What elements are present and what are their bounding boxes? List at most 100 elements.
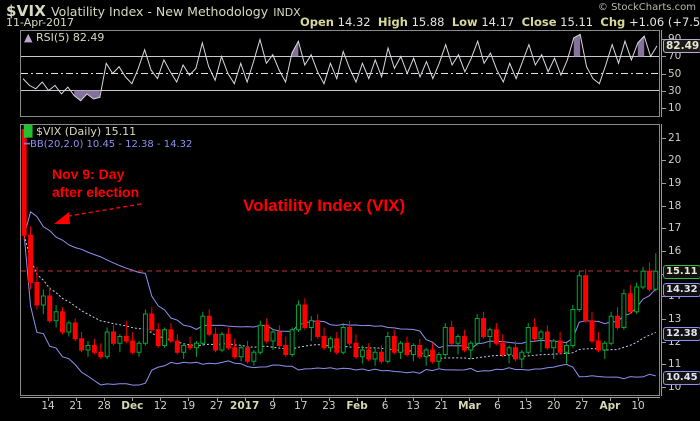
price-legend-main-text: $VIX (Daily) 15.11 <box>35 125 137 138</box>
annotation-election-line2: after election <box>52 184 140 200</box>
x-tick-label: 14 <box>41 400 55 412</box>
x-tick-mark <box>553 397 555 401</box>
rsi-tick-label: 30 <box>668 84 682 97</box>
ticker-name: Volatility Index - New Methodology <box>51 4 269 19</box>
rsi-tick-mark <box>661 56 666 58</box>
rsi-axis: 907050301082.49 <box>661 30 700 117</box>
x-tick-label: 6 <box>494 400 501 412</box>
open-value: 14.32 <box>337 15 371 29</box>
price-tick-label: 13 <box>668 312 682 325</box>
x-tick-mark <box>441 397 443 401</box>
x-tick-mark <box>357 397 359 401</box>
x-tick-label: 19 <box>181 400 196 412</box>
x-tick-mark <box>385 397 387 401</box>
x-tick-label: 17 <box>294 400 308 412</box>
close-value: 15.11 <box>560 15 594 29</box>
chart-date: 11-Apr-2017 <box>6 16 75 29</box>
price-legend-bb-text: BB(20,2.0) 10.45 - 12.38 - 14.32 <box>30 138 193 150</box>
x-tick-mark <box>497 397 499 401</box>
x-axis-line <box>20 397 660 398</box>
price-axis-line <box>661 124 662 396</box>
price-tick-mark <box>661 160 666 162</box>
open-label: Open <box>300 15 334 29</box>
x-tick-label: Mar <box>458 400 481 412</box>
x-tick-mark <box>244 397 246 401</box>
bb-line-icon: ━ <box>24 138 31 150</box>
ticker-line: $VIX Volatility Index - New Methodology … <box>6 1 301 20</box>
price-value-badge: 12.38 <box>663 326 700 341</box>
rsi-legend: ▲ RSI(5) 82.49 <box>24 31 104 44</box>
x-tick-label: 28 <box>97 400 111 412</box>
price-tick-label: 17 <box>668 222 682 235</box>
x-tick-mark <box>104 397 106 401</box>
chg-label: Chg <box>600 15 626 29</box>
price-value-badge: 15.11 <box>663 265 700 280</box>
close-label: Close <box>521 15 557 29</box>
price-tick-label: 20 <box>668 154 682 167</box>
rsi-tick-label: 50 <box>668 67 682 80</box>
x-tick-mark <box>160 397 162 401</box>
price-legend-main: █ $VIX (Daily) 15.11 <box>24 125 192 139</box>
x-tick-mark <box>581 397 583 401</box>
price-tick-mark <box>661 386 666 388</box>
high-value: 15.88 <box>411 15 445 29</box>
x-tick-mark <box>638 397 639 401</box>
x-tick-label: 2017 <box>230 400 260 412</box>
annotation-election-line1: Nov 9: Day <box>52 166 125 182</box>
price-tick-mark <box>661 364 666 366</box>
price-plot <box>21 125 659 386</box>
price-tick-mark <box>661 296 666 298</box>
price-tick-mark <box>661 250 666 252</box>
price-tick-label: 18 <box>668 199 682 212</box>
x-tick-label: 21 <box>69 400 83 412</box>
price-tick-mark <box>661 137 666 139</box>
rsi-indicator-icon: ▲ <box>24 31 33 44</box>
ticker-symbol: $VIX <box>6 2 46 20</box>
price-tick-label: 21 <box>668 131 682 144</box>
high-label: High <box>377 15 408 29</box>
price-value-badge: 10.45 <box>663 370 700 385</box>
quote-bar: Open 14.32 High 15.88 Low 14.17 Close 15… <box>300 15 700 29</box>
x-tick-label: 13 <box>406 400 420 412</box>
rsi-legend-text: RSI(5) 82.49 <box>35 31 105 44</box>
x-tick-mark <box>609 397 611 401</box>
x-tick-mark <box>469 397 471 401</box>
x-tick-label: 27 <box>575 400 589 412</box>
price-tick-label: 16 <box>668 244 682 257</box>
rsi-tick-label: 70 <box>668 50 682 63</box>
x-tick-mark <box>132 397 134 401</box>
x-tick-label: 21 <box>434 400 449 412</box>
x-axis: 14 21 28 Dec 12 19 27 2017 9 17 23 Feb 6 13 21 Mar 6 13 20… <box>20 397 660 417</box>
x-tick-mark <box>413 397 415 401</box>
x-tick-label: Feb <box>346 400 368 412</box>
price-legend-bb: ━BB(20,2.0) 10.45 - 12.38 - 14.32 <box>24 139 192 152</box>
price-legend: █ $VIX (Daily) 15.11 ━BB(20,2.0) 10.45 -… <box>24 125 192 152</box>
rsi-plot <box>21 33 659 102</box>
x-tick-label: 12 <box>153 400 168 412</box>
price-tick-label: 11 <box>668 358 682 371</box>
x-tick-label: Apr <box>599 400 621 412</box>
x-tick-mark <box>216 397 218 401</box>
x-tick-label: 13 <box>518 400 533 412</box>
candlestick-icon: █ <box>24 125 33 138</box>
x-tick-mark <box>328 397 330 401</box>
rsi-tick-mark <box>661 108 666 110</box>
price-value-badge: 14.32 <box>663 283 700 297</box>
price-tick-mark <box>661 228 666 230</box>
x-tick-mark <box>48 397 49 401</box>
x-tick-mark <box>76 397 78 401</box>
price-tick-mark <box>661 341 666 343</box>
price-axis: 21201918171615141312111015.1114.3212.381… <box>661 124 700 396</box>
x-tick-label: 20 <box>547 400 561 412</box>
annotation-election: Nov 9: Day after election <box>52 165 139 201</box>
rsi-tick-mark <box>661 73 666 75</box>
chg-value: +1.06 (+7.54%) <box>628 15 700 29</box>
chart-header: $VIX Volatility Index - New Methodology … <box>0 0 700 30</box>
price-tick-label: 19 <box>668 176 682 189</box>
x-tick-label: 27 <box>209 400 224 412</box>
x-tick-label: 23 <box>322 400 336 412</box>
x-tick-mark <box>300 397 302 401</box>
x-tick-label: 10 <box>631 400 645 412</box>
x-tick-mark <box>272 397 274 401</box>
